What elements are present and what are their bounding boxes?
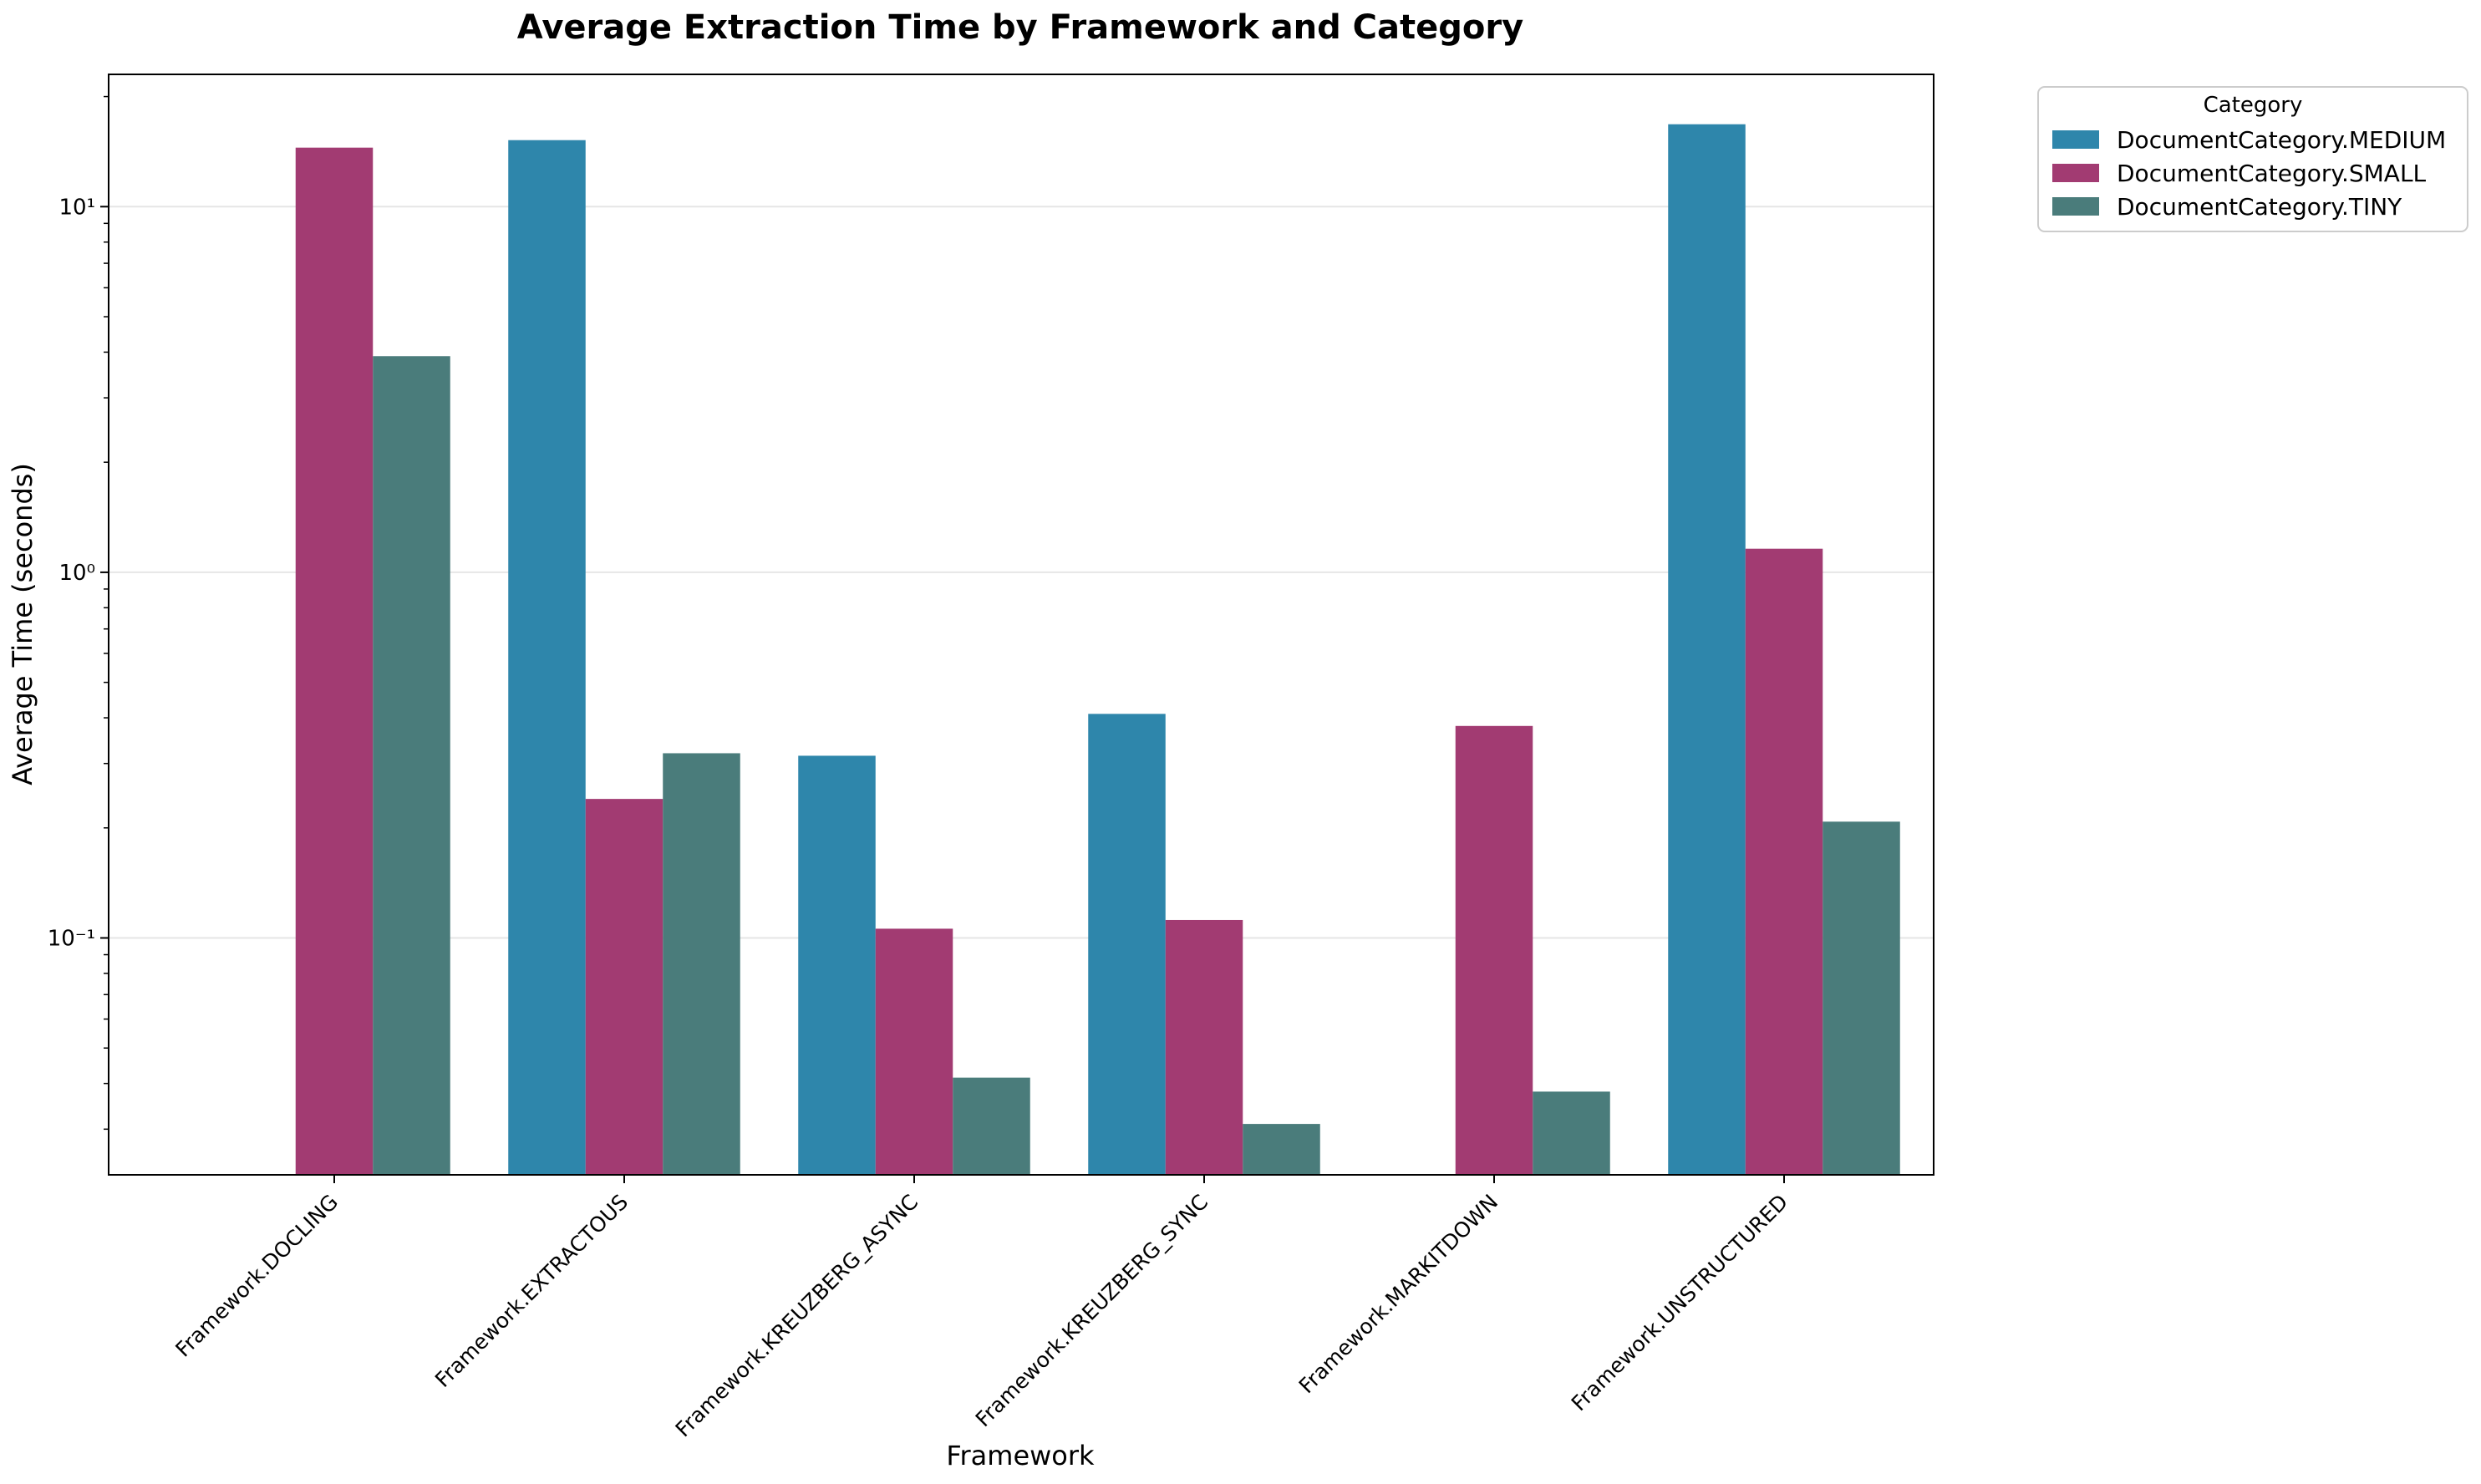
- y-tick-label: 10¹: [58, 195, 95, 220]
- bar-tiny-kreuzberg_async: [953, 1077, 1030, 1175]
- bar-small-markitdown: [1455, 725, 1533, 1175]
- x-tick-label: Framework.KREUZBERG_SYNC: [971, 1190, 1213, 1431]
- bar-tiny-extractous: [663, 753, 740, 1175]
- bar-medium-kreuzberg_sync: [1088, 714, 1166, 1175]
- plot-frame: [108, 74, 1934, 1176]
- bar-small-docling: [295, 147, 374, 1176]
- bar-small-kreuzberg_async: [875, 928, 953, 1175]
- legend-label: DocumentCategory.MEDIUM: [2117, 126, 2446, 154]
- x-tick-label: Framework.KREUZBERG_ASYNC: [671, 1190, 923, 1442]
- y-tick-label: 10⁰: [58, 561, 95, 586]
- x-tick-label: Framework.UNSTRUCTURED: [1567, 1190, 1793, 1416]
- bar-small-kreuzberg_sync: [1165, 919, 1243, 1175]
- legend-label: DocumentCategory.TINY: [2117, 193, 2402, 221]
- legend-items: DocumentCategory.MEDIUM DocumentCategory.…: [2052, 126, 2446, 221]
- y-ticks: 10⁻¹ 10⁰ 10¹: [48, 95, 109, 1131]
- bars: [295, 124, 1900, 1176]
- legend: Category DocumentCategory.MEDIUMDocument…: [2037, 86, 2468, 232]
- bar-tiny-docling: [373, 356, 450, 1175]
- legend-title: Category: [2204, 93, 2303, 118]
- x-ticks: Framework.DOCLING Framework.EXTRACTOUS Fra…: [170, 1175, 1792, 1441]
- bar-medium-kreuzberg_async: [798, 755, 876, 1175]
- legend-swatch: [2052, 130, 2099, 149]
- bar-small-extractous: [585, 799, 663, 1175]
- bar-medium-unstructured: [1668, 124, 1746, 1176]
- chart-title: Average Extraction Time by Framework and…: [517, 8, 1523, 47]
- y-tick-label: 10⁻¹: [48, 927, 95, 952]
- legend-box: [2037, 86, 2468, 232]
- legend-swatch: [2052, 197, 2099, 216]
- bar-tiny-markitdown: [1533, 1091, 1610, 1175]
- bar-medium-extractous: [508, 140, 586, 1175]
- bar-tiny-unstructured: [1823, 821, 1900, 1175]
- legend-swatch: [2052, 164, 2099, 182]
- x-tick-label: Framework.EXTRACTOUS: [430, 1190, 633, 1392]
- x-axis-label: Framework: [946, 1440, 1095, 1471]
- x-tick-label: Framework.DOCLING: [170, 1190, 343, 1362]
- x-tick-label: Framework.MARKITDOWN: [1294, 1190, 1502, 1398]
- bar-small-unstructured: [1745, 548, 1823, 1175]
- legend-label: DocumentCategory.SMALL: [2117, 160, 2427, 187]
- y-axis-label: Average Time (seconds): [7, 463, 38, 785]
- bar-tiny-kreuzberg_sync: [1243, 1124, 1320, 1175]
